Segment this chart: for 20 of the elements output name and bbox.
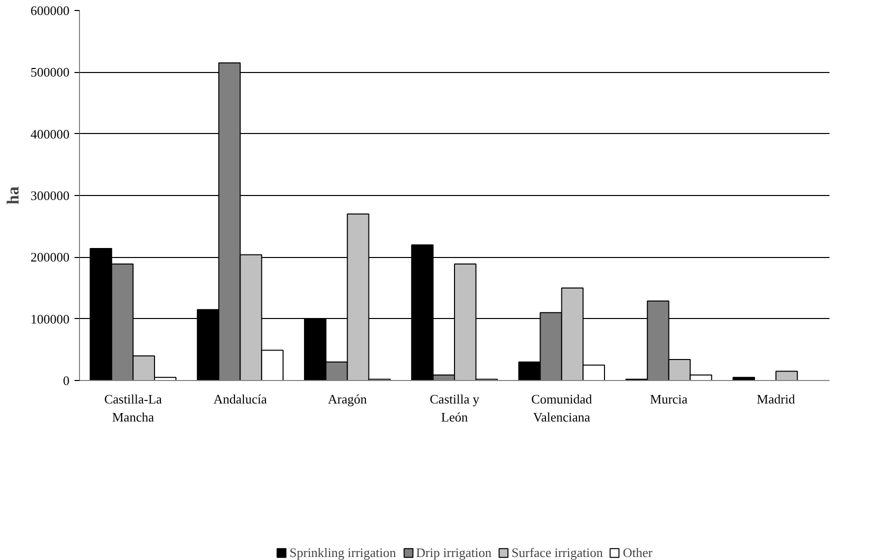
y-tick-label: 100000: [30, 311, 70, 326]
legend-label: Drip irrigation: [416, 544, 492, 560]
y-tick-label: 200000: [30, 250, 70, 265]
x-tick-label: Aragón: [328, 392, 368, 406]
x-tick-label: Comunidad Valenciana: [531, 392, 592, 424]
bar: [775, 370, 798, 380]
legend-label: Other: [622, 544, 652, 560]
x-tick-label: Murcia: [650, 392, 688, 406]
x-tick-label: Madrid: [756, 392, 796, 406]
y-tick-label: 0: [63, 373, 70, 388]
y-tick-label: 600000: [30, 3, 70, 18]
legend-label: Sprinkling irrigation: [290, 544, 396, 560]
y-axis-title: ha: [4, 186, 22, 204]
x-tick-label: Andalucía: [214, 392, 268, 406]
x-tick-label: Castilla y León: [430, 392, 480, 424]
y-tick-label: 500000: [30, 64, 70, 80]
legend-label: Surface irrigation: [512, 544, 603, 560]
x-tick-label: Castilla-La Mancha: [104, 392, 162, 424]
y-tick-label: 400000: [30, 126, 70, 142]
y-tick-label: 300000: [30, 188, 70, 203]
